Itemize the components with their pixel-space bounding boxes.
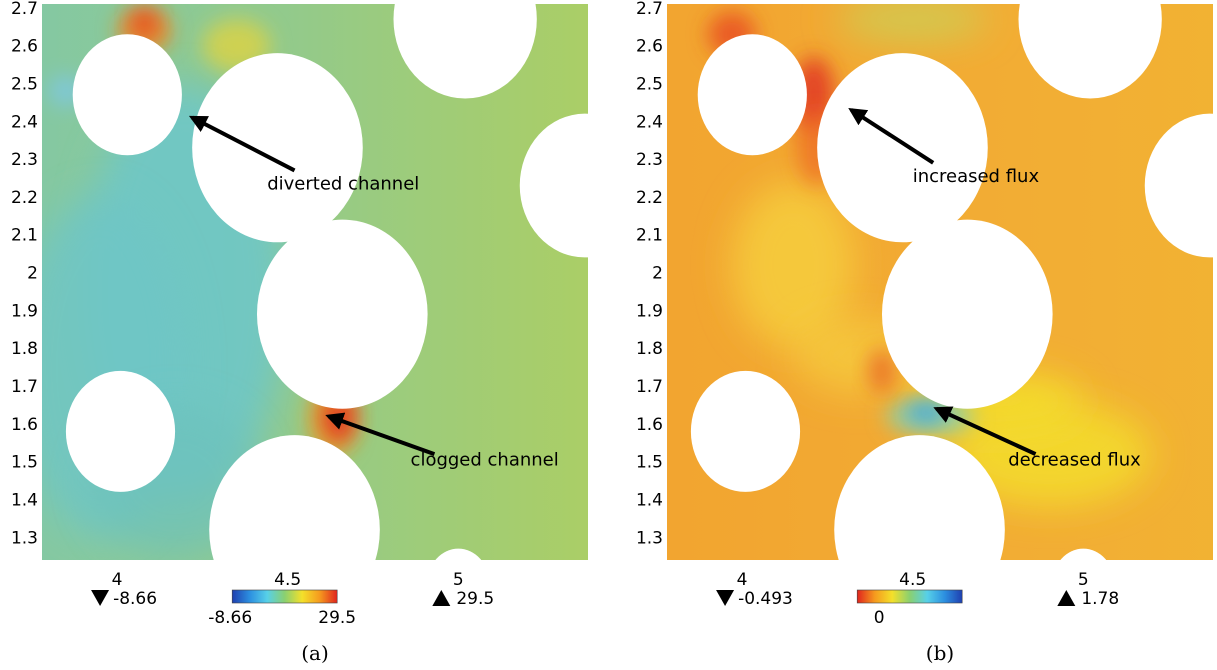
- field-region: [731, 181, 855, 349]
- annotation-label: clogged channel: [411, 449, 559, 470]
- obstacle: [1060, 548, 1107, 560]
- obstacle: [1018, 4, 1162, 99]
- y-tick-label: 2: [652, 264, 663, 284]
- y-tick-label: 2.2: [11, 188, 38, 208]
- max-marker-icon: [1057, 590, 1076, 606]
- y-tick-label: 1.8: [636, 339, 663, 359]
- min-marker-icon: [91, 590, 110, 606]
- panel-caption: (b): [926, 641, 954, 665]
- y-tick-label: 1.6: [11, 415, 38, 435]
- obstacle: [256, 219, 428, 409]
- y-tick-label: 1.6: [636, 415, 663, 435]
- obstacle: [65, 370, 176, 492]
- panel-b: 1.3 1.4 1.5 1.6 1.7 1.8 1.9 2 2.1 2.2 2.3 2.4 2.5 2.6…: [636, 0, 1213, 665]
- y-tick-label: 2.4: [636, 112, 663, 132]
- y-tick-label: 1.7: [11, 377, 38, 397]
- y-tick-label: 2.5: [636, 74, 663, 94]
- y-tick-label: 2.6: [636, 37, 663, 57]
- obstacle: [519, 113, 588, 258]
- annotation-arrow: [188, 115, 296, 173]
- min-marker-icon: [716, 590, 735, 606]
- obstacle: [690, 370, 801, 492]
- y-tick-label: 1.9: [636, 301, 663, 321]
- x-tick-label: 4: [737, 570, 748, 590]
- y-tick-label: 1.4: [11, 490, 38, 510]
- y-tick-label: 1.4: [636, 490, 663, 510]
- obstacle: [697, 34, 807, 156]
- colorbar: [231, 589, 338, 604]
- colorbar-min-label: -8.66: [208, 608, 252, 628]
- x-tick-label: 5: [453, 570, 464, 590]
- y-tick-label: 2.7: [636, 0, 663, 19]
- obstacle: [209, 435, 380, 560]
- y-tick-label: 2.5: [11, 74, 38, 94]
- annotation-arrow: [325, 412, 436, 456]
- y-tick-label: 1.3: [11, 528, 38, 548]
- y-tick-label: 2.2: [636, 188, 663, 208]
- field-region: [868, 348, 896, 394]
- colorbar: [856, 589, 963, 604]
- panel-caption: (a): [301, 641, 329, 665]
- y-tick-label: 2.1: [636, 226, 663, 246]
- x-tick-label: 5: [1078, 570, 1089, 590]
- field-region: [837, 4, 988, 42]
- obstacle: [881, 219, 1053, 409]
- obstacle: [393, 4, 537, 99]
- y-tick-label: 2.6: [11, 37, 38, 57]
- y-tick-label: 2.3: [11, 150, 38, 170]
- x-tick-label: 4.5: [274, 570, 301, 590]
- annotation-label: decreased flux: [1008, 449, 1141, 470]
- y-tick-label: 2.7: [11, 0, 38, 19]
- obstacle: [817, 53, 988, 243]
- obstacle: [834, 435, 1005, 560]
- annotation-label: diverted channel: [267, 173, 419, 194]
- min-value-label: -8.66: [113, 589, 157, 609]
- obstacle: [72, 34, 182, 156]
- obstacle: [1144, 113, 1213, 258]
- x-tick-label: 4: [112, 570, 123, 590]
- y-tick-label: 1.7: [636, 377, 663, 397]
- y-tick-label: 1.3: [636, 528, 663, 548]
- annotation-label: increased flux: [913, 166, 1040, 187]
- y-tick-label: 2.3: [636, 150, 663, 170]
- max-value-label: 29.5: [456, 589, 494, 609]
- y-tick-label: 1.5: [636, 453, 663, 473]
- colorbar-max-label: 29.5: [318, 608, 356, 628]
- y-tick-label: 1.9: [11, 301, 38, 321]
- y-tick-label: 2: [27, 264, 38, 284]
- annotation-arrow: [933, 406, 1037, 456]
- y-tick-label: 2.4: [11, 112, 38, 132]
- min-value-label: -0.493: [738, 589, 793, 609]
- max-marker-icon: [432, 590, 451, 606]
- panel-a: 1.3 1.4 1.5 1.6 1.7 1.8 1.9 2 2.1 2.2 2.3 2.4 2.5 2.6…: [11, 0, 588, 665]
- x-tick-label: 4.5: [899, 570, 926, 590]
- colorbar-min-label: 0: [874, 608, 885, 628]
- plot-area: [667, 4, 1213, 560]
- obstacle: [192, 53, 363, 243]
- y-tick-label: 1.5: [11, 453, 38, 473]
- y-tick-label: 1.8: [11, 339, 38, 359]
- field-region: [130, 7, 159, 39]
- max-value-label: 1.78: [1081, 589, 1119, 609]
- annotation-arrow: [848, 107, 935, 165]
- y-tick-label: 2.1: [11, 226, 38, 246]
- plot-area: [42, 4, 588, 560]
- obstacle: [435, 548, 482, 560]
